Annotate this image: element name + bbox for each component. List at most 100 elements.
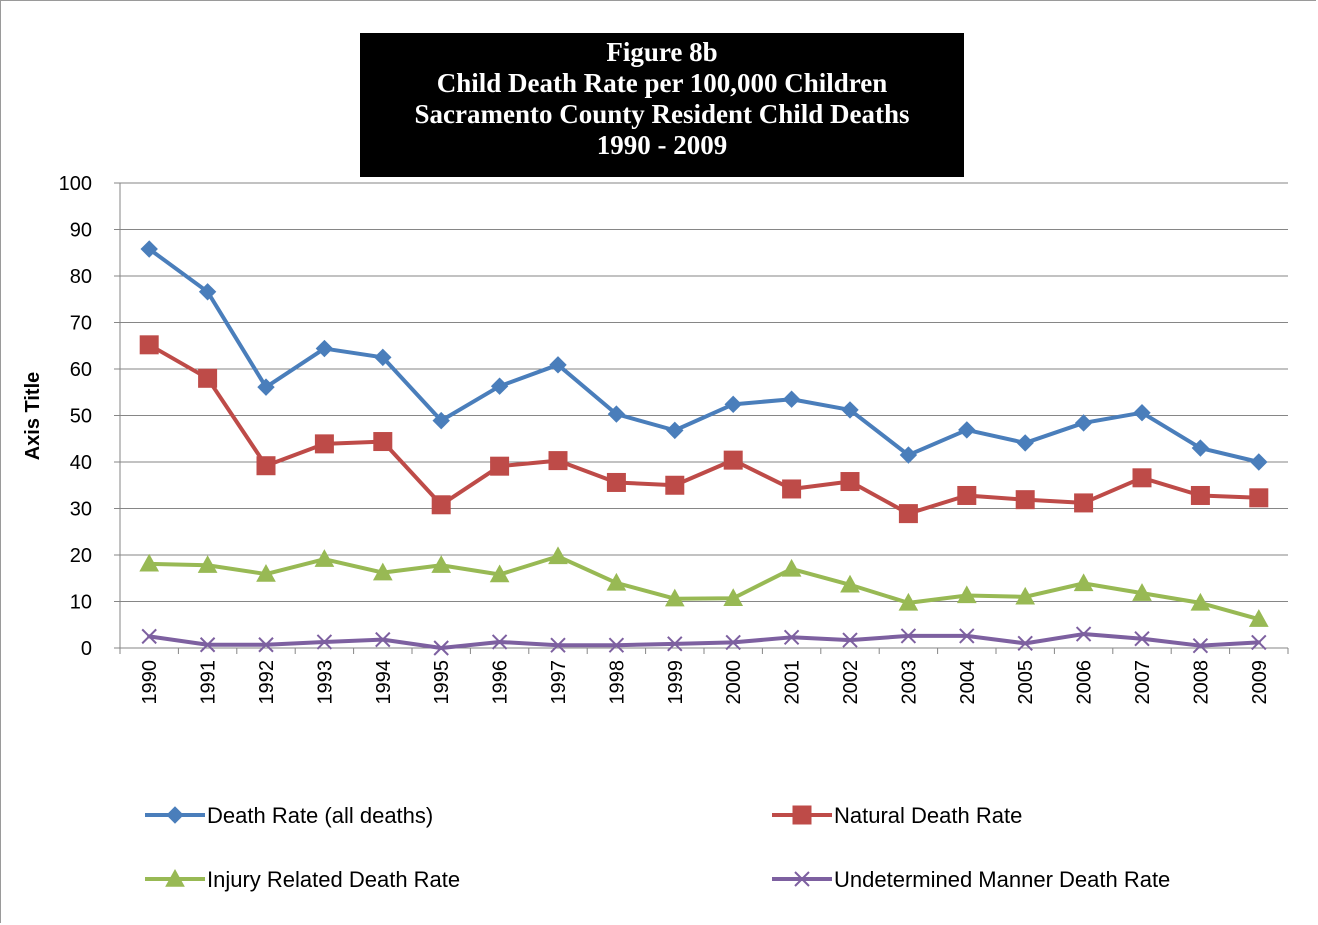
data-point — [1015, 586, 1036, 605]
x-tick-label: 2007 — [1132, 660, 1154, 705]
legend-label: Undetermined Manner Death Rate — [834, 867, 1170, 892]
legend-label: Natural Death Rate — [834, 803, 1022, 828]
data-point — [782, 479, 802, 499]
x-tick-label: 1993 — [314, 660, 336, 705]
data-point — [1192, 637, 1209, 654]
y-tick-label: 40 — [70, 452, 92, 474]
x-tick-label: 2002 — [840, 660, 862, 705]
data-point — [725, 634, 741, 651]
data-point — [314, 434, 334, 454]
y-tick-label: 50 — [70, 406, 92, 428]
data-point — [199, 637, 216, 653]
chart-title-line-4: 1990 - 2009 — [596, 130, 728, 160]
data-point — [1073, 573, 1094, 592]
data-point — [957, 485, 977, 505]
series-line — [147, 554, 1261, 622]
x-tick-label: 1999 — [665, 660, 687, 705]
x-tick-label: 1997 — [548, 660, 570, 705]
y-tick-label: 80 — [70, 266, 92, 288]
y-tick-label: 100 — [59, 173, 92, 195]
data-point — [1132, 583, 1152, 601]
data-point — [607, 405, 626, 423]
data-point — [899, 446, 918, 464]
data-point — [489, 564, 510, 583]
data-point — [608, 637, 625, 653]
x-tick-label: 2006 — [1074, 660, 1096, 705]
series-3 — [139, 546, 1269, 627]
series-4 — [141, 626, 1267, 656]
data-point — [198, 283, 217, 301]
data-point — [314, 549, 335, 567]
series-2 — [139, 335, 1269, 524]
data-point — [1074, 414, 1093, 432]
data-point — [433, 640, 449, 656]
series-layer — [139, 240, 1269, 656]
data-point — [431, 495, 451, 515]
y-tick-label: 30 — [70, 499, 92, 521]
data-point — [256, 564, 276, 582]
y-tick-label: 20 — [70, 545, 92, 567]
data-point — [1250, 453, 1268, 471]
data-point — [665, 475, 685, 495]
series-line — [147, 247, 1261, 464]
data-point — [606, 572, 627, 591]
data-point — [374, 348, 392, 367]
data-point — [782, 390, 801, 408]
y-tick-label: 0 — [81, 638, 92, 660]
data-point — [956, 585, 977, 604]
chart-title-box: Figure 8b Child Death Rate per 100,000 C… — [360, 33, 964, 177]
data-point — [1134, 630, 1150, 647]
legend-item: Undetermined Manner Death Rate — [772, 867, 1170, 892]
data-point — [139, 335, 159, 355]
y-tick-label: 10 — [70, 592, 92, 614]
data-point — [1251, 634, 1267, 651]
data-point — [432, 411, 450, 430]
legend-item: Death Rate (all deaths) — [145, 803, 433, 828]
data-point — [491, 634, 508, 650]
data-point — [1017, 635, 1033, 652]
data-point — [198, 368, 218, 388]
data-point — [197, 555, 218, 573]
data-point — [140, 240, 158, 258]
legend-label: Death Rate (all deaths) — [207, 803, 433, 828]
x-tick-label: 2005 — [1015, 660, 1037, 705]
data-point — [1190, 592, 1211, 611]
data-point — [375, 631, 391, 648]
data-point — [1132, 468, 1152, 488]
data-point — [1015, 490, 1035, 510]
legend: Death Rate (all deaths) Natural Death Rat… — [145, 803, 1170, 892]
data-point — [490, 377, 509, 395]
y-tick-label: 60 — [70, 359, 92, 381]
x-tick-label: 1991 — [198, 660, 220, 705]
axes: 0 10 20 30 40 50 60 70 80 90 100 1990 1991 1992 1993 19… — [59, 173, 1289, 705]
data-point — [898, 592, 919, 611]
x-tick-label: 1996 — [490, 660, 512, 705]
data-point — [958, 421, 976, 439]
data-point — [550, 637, 566, 653]
data-point — [549, 356, 567, 374]
x-tick-label: 2009 — [1249, 660, 1271, 705]
data-point — [548, 546, 568, 565]
data-point — [783, 629, 800, 646]
chart-title-line-2: Child Death Rate per 100,000 Children — [436, 68, 888, 98]
data-point — [959, 628, 975, 644]
data-point — [372, 562, 393, 581]
data-point — [723, 588, 744, 606]
x-tick-label: 2003 — [898, 660, 920, 705]
data-point — [898, 504, 918, 524]
data-point — [490, 456, 510, 476]
data-point — [840, 574, 860, 593]
data-point — [840, 472, 860, 492]
data-point — [1248, 609, 1269, 627]
data-point — [842, 632, 858, 648]
data-point — [900, 628, 917, 644]
data-point — [139, 553, 160, 572]
series-line — [147, 342, 1261, 516]
data-point — [1190, 485, 1210, 505]
data-point — [841, 401, 859, 419]
data-point — [606, 472, 626, 492]
y-tick-label: 90 — [70, 220, 92, 242]
chart-title-line-1: Figure 8b — [606, 37, 718, 67]
data-point — [257, 378, 275, 396]
